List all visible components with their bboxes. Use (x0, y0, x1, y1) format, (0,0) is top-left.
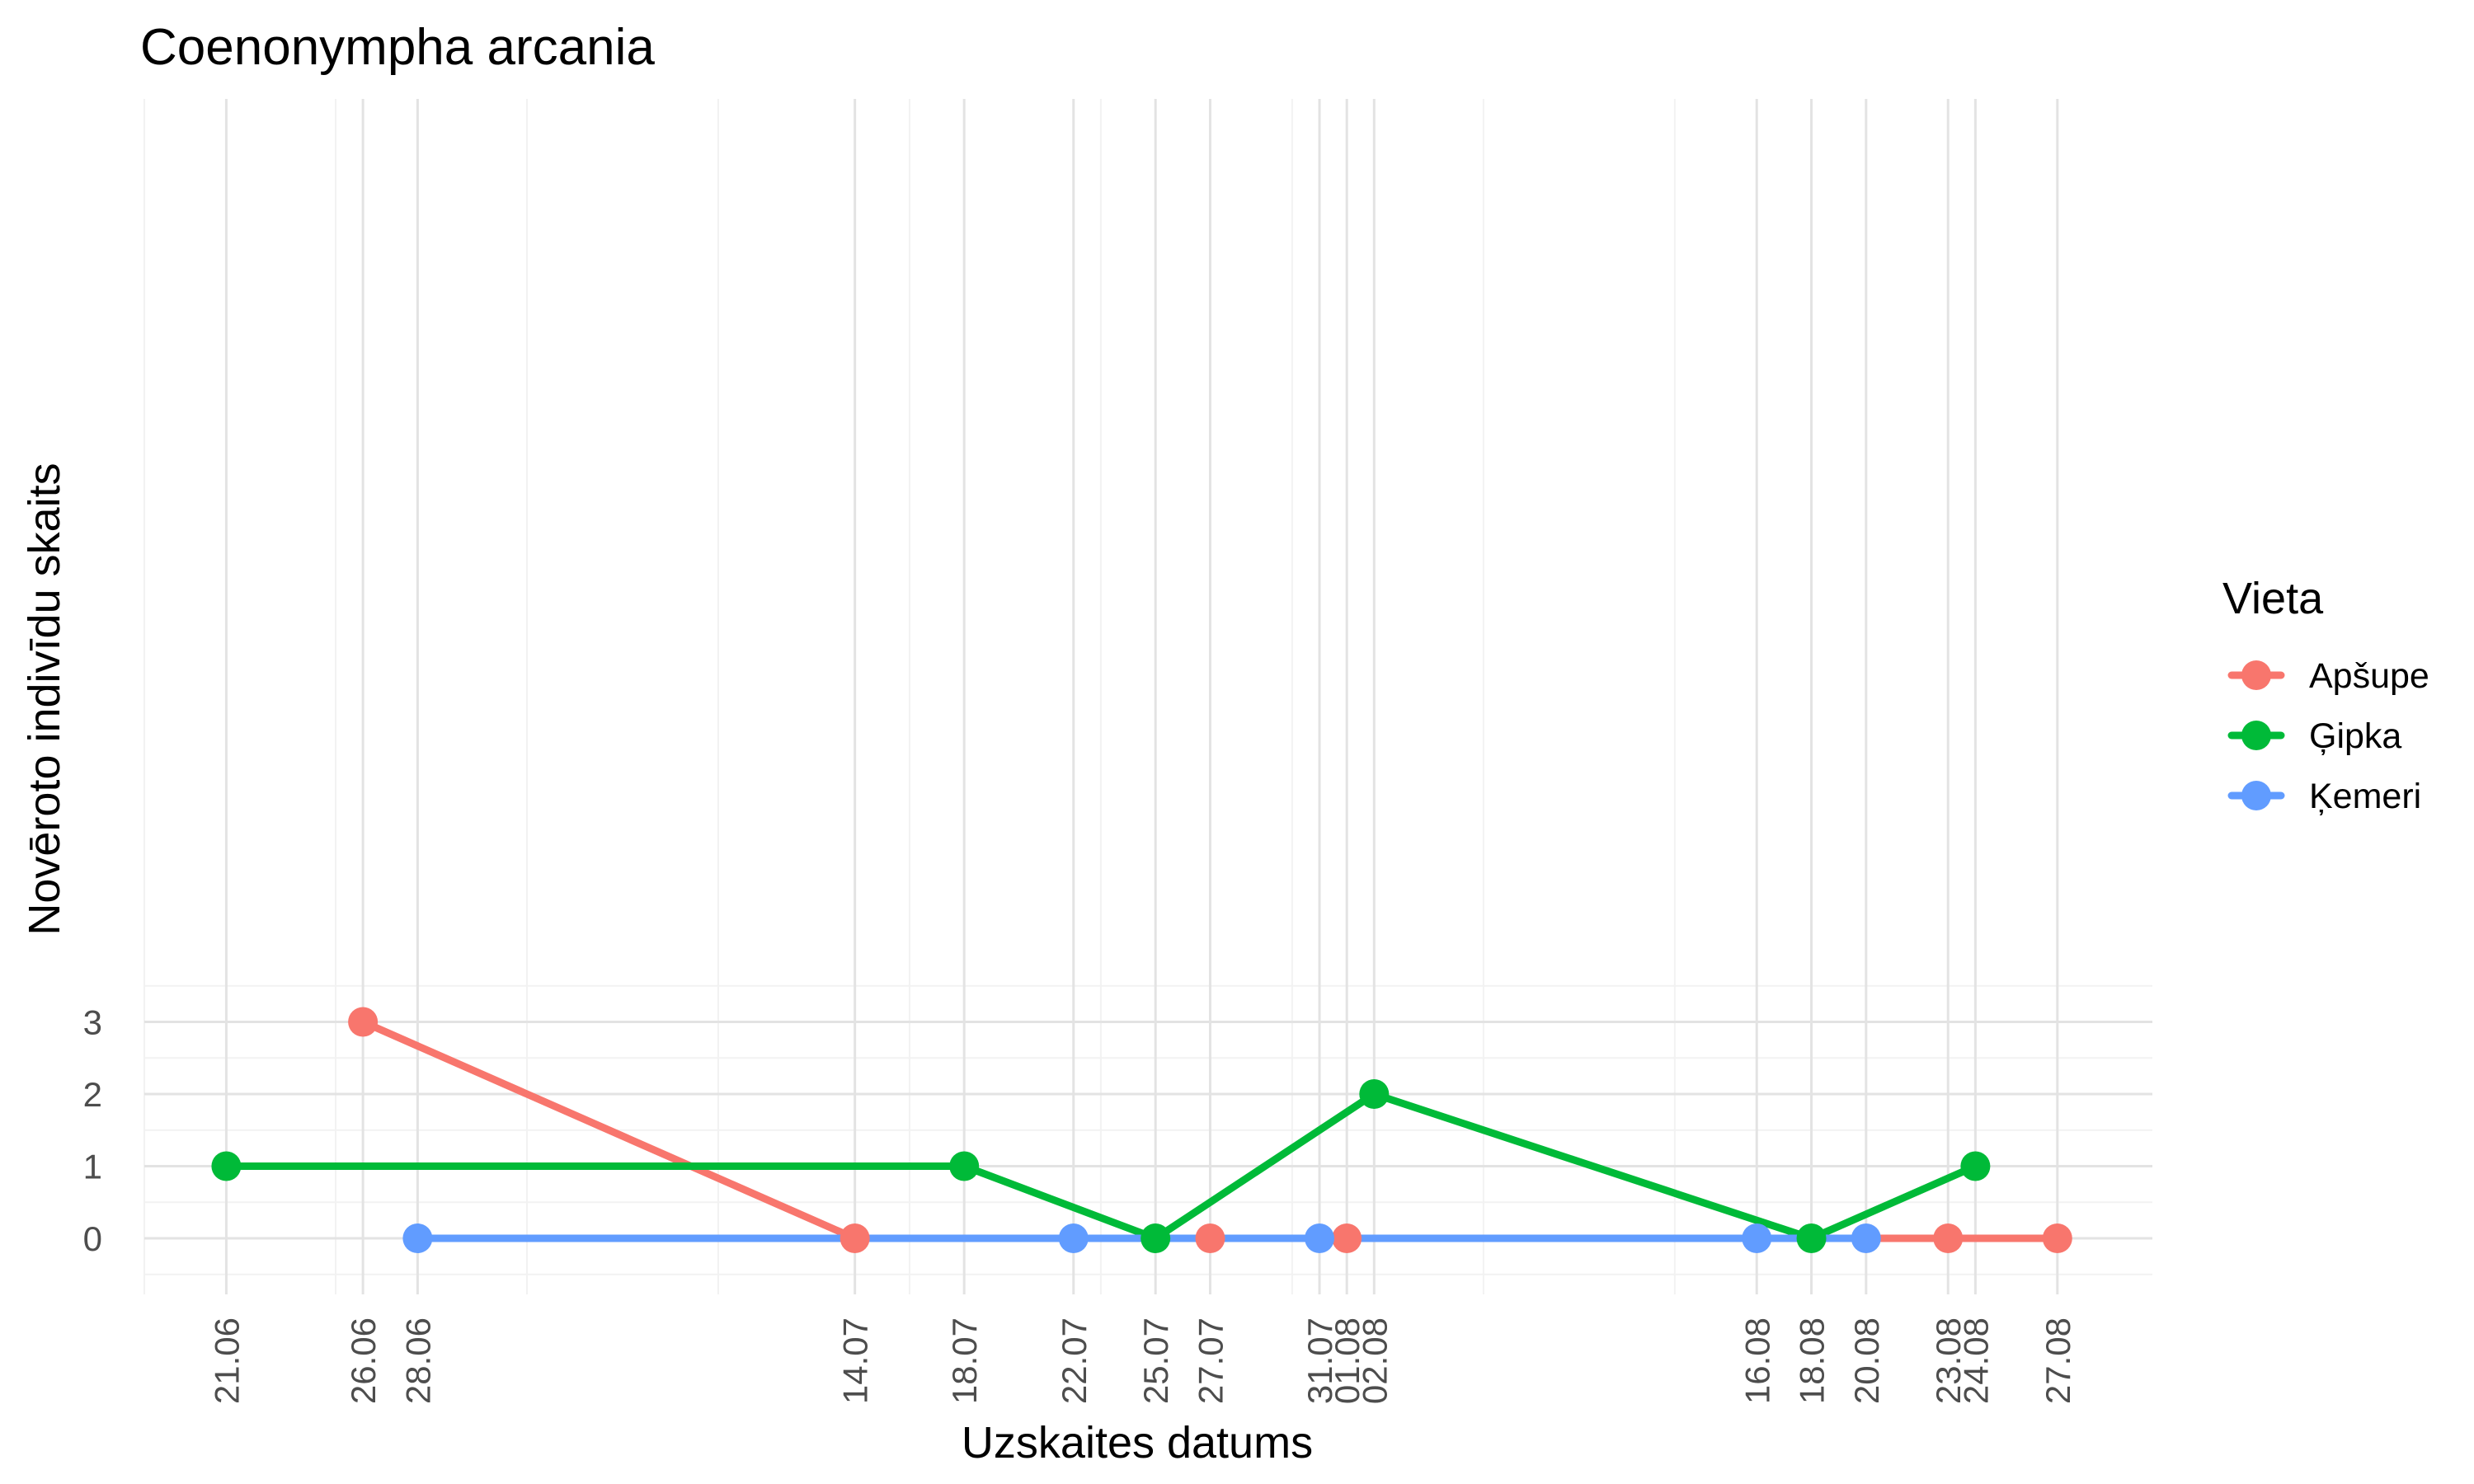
legend-key-point (2241, 721, 2271, 750)
series-points (211, 1007, 2072, 1253)
x-tick-label: 01.08 (1328, 1317, 1366, 1404)
legend-item: Ģipka (2227, 716, 2401, 756)
y-axis-tick-labels: 0 1 2 3 (83, 1003, 102, 1259)
data-point (1933, 1223, 1964, 1253)
major-gridlines (144, 99, 2152, 1294)
series-line (222, 1090, 1979, 1242)
data-point (1332, 1223, 1362, 1253)
x-tick-label: 14.07 (836, 1317, 875, 1404)
x-axis-tick-labels: 21.06 26.06 28.06 14.07 18.07 22.07 25.07 27.07… (207, 1317, 2077, 1404)
y-tick-label: 3 (83, 1003, 102, 1042)
legend-item: Ķemeri (2227, 777, 2421, 816)
data-point (1359, 1079, 1390, 1109)
data-point (1305, 1223, 1335, 1253)
data-point (402, 1223, 433, 1253)
y-axis-title: Novēroto indivīdu skaits (20, 463, 69, 935)
data-point (1960, 1151, 1991, 1181)
x-tick-label: 25.07 (1136, 1317, 1175, 1404)
legend: Vieta Apšupe Ģipka Ķemeri (2222, 574, 2429, 816)
x-tick-label: 23.08 (1929, 1317, 1968, 1404)
legend-label: Ķemeri (2309, 777, 2421, 816)
legend-label: Ģipka (2309, 716, 2401, 756)
data-point (949, 1151, 980, 1181)
data-point (1851, 1223, 1881, 1253)
x-tick-label: 02.08 (1355, 1317, 1394, 1404)
y-tick-label: 0 (83, 1219, 102, 1258)
data-point (1141, 1223, 1171, 1253)
x-tick-label: 16.08 (1738, 1317, 1776, 1404)
legend-key-point (2241, 781, 2271, 810)
data-point (2042, 1223, 2072, 1253)
y-tick-label: 1 (83, 1148, 102, 1186)
minor-gridlines (143, 99, 2152, 1294)
x-tick-label: 18.08 (1793, 1317, 1832, 1404)
x-tick-label: 21.06 (207, 1317, 246, 1404)
legend-items: Apšupe Ģipka Ķemeri (2227, 656, 2429, 816)
data-point (1058, 1223, 1089, 1253)
data-point (840, 1223, 870, 1253)
data-point (1195, 1223, 1225, 1253)
legend-label: Apšupe (2309, 656, 2429, 696)
x-tick-label: 31.07 (1300, 1317, 1339, 1404)
chart-title: Coenonympha arcania (140, 19, 655, 76)
x-tick-label: 20.08 (1847, 1317, 1886, 1404)
legend-title: Vieta (2222, 574, 2324, 623)
x-tick-label: 27.08 (2039, 1317, 2077, 1404)
x-tick-label: 24.08 (1956, 1317, 1995, 1404)
x-tick-label: 28.06 (398, 1317, 437, 1404)
x-tick-label: 18.07 (945, 1317, 984, 1404)
data-point (348, 1007, 379, 1037)
data-point (1742, 1223, 1772, 1253)
x-axis-title: Uzskaites datums (962, 1418, 1313, 1468)
x-tick-label: 22.07 (1055, 1317, 1094, 1404)
x-tick-label: 27.07 (1191, 1317, 1230, 1404)
legend-item: Apšupe (2227, 656, 2429, 696)
legend-key-point (2241, 660, 2271, 690)
y-tick-label: 2 (83, 1075, 102, 1114)
x-tick-label: 26.06 (344, 1317, 383, 1404)
data-point (1796, 1223, 1827, 1253)
data-point (211, 1151, 242, 1181)
